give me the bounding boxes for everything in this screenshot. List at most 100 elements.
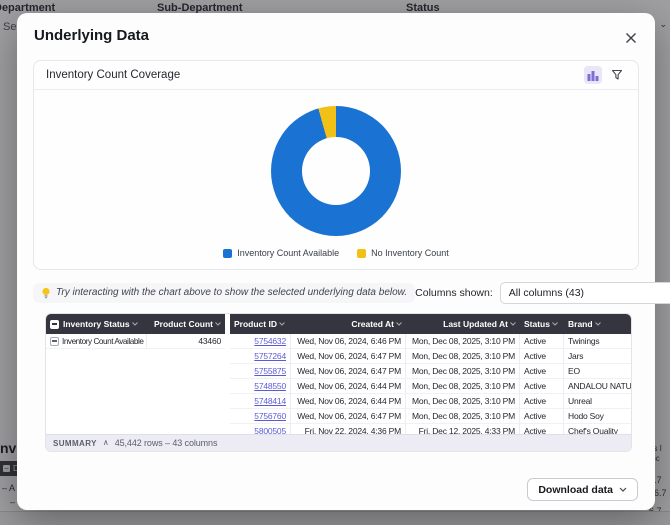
chevron-down-icon	[215, 322, 221, 326]
cell-created-at: Wed, Nov 06, 2024, 6:47 PM	[291, 409, 406, 424]
cell-last-updated-at: Mon, Dec 08, 2025, 3:10 PM	[406, 394, 520, 409]
cell-last-updated-at: Mon, Dec 08, 2025, 3:10 PM	[406, 349, 520, 364]
legend-item-no-count[interactable]: No Inventory Count	[357, 248, 449, 258]
cell-brand: Jars	[564, 349, 631, 364]
chevron-up-icon: ∧	[102, 438, 109, 447]
chart-card-header: Inventory Count Coverage	[34, 61, 638, 90]
columns-dropdown-value: All columns (43)	[508, 286, 585, 299]
table-row: 5756760 Wed, Nov 06, 2024, 6:47 PM Mon, …	[46, 409, 631, 424]
chevron-down-icon	[279, 322, 285, 326]
table-row: 5748414 Wed, Nov 06, 2024, 6:44 PM Mon, …	[46, 394, 631, 409]
cell-status: Active	[520, 409, 564, 424]
cell-last-updated-at: Mon, Dec 08, 2025, 3:10 PM	[406, 334, 520, 349]
table-body: Inventory Count Available 43460 5754632 …	[46, 334, 631, 434]
legend-item-available[interactable]: Inventory Count Available	[223, 248, 339, 258]
column-header-inventory-status[interactable]: Inventory Status	[46, 314, 147, 334]
cell-brand: ANDALOU NATUR	[564, 379, 631, 394]
legend-swatch-blue	[223, 248, 233, 258]
group-cell-product-count: 43460	[147, 334, 225, 349]
legend-label: No Inventory Count	[371, 248, 449, 258]
column-header-brand[interactable]: Brand	[564, 314, 631, 334]
column-header-product-count[interactable]: Product Count	[147, 314, 225, 334]
collapse-group-icon[interactable]	[50, 336, 59, 346]
product-id-link[interactable]: 5800505	[254, 426, 286, 434]
cell-last-updated-at: Fri, Dec 12, 2025, 4:33 PM	[406, 424, 520, 434]
frozen-pane-divider	[225, 334, 230, 349]
cell-created-at: Wed, Nov 06, 2024, 6:46 PM	[291, 334, 406, 349]
filter-icon[interactable]	[608, 66, 626, 84]
summary-text: 45,442 rows – 43 columns	[114, 438, 218, 448]
chart-card: Inventory Count Coverage Inventory Count…	[33, 60, 639, 270]
column-header-product-id[interactable]: Product ID	[230, 314, 291, 334]
data-table: Inventory Status Product Count Product I…	[45, 313, 632, 452]
columns-shown-label: Columns shown:	[415, 286, 493, 299]
cell-status: Active	[520, 394, 564, 409]
chart-legend: Inventory Count Available No Inventory C…	[34, 248, 638, 258]
cell-brand: EO	[564, 364, 631, 379]
summary-bar[interactable]: SUMMARY ∧ 45,442 rows – 43 columns	[46, 434, 631, 451]
donut-chart[interactable]	[271, 106, 401, 236]
cell-last-updated-at: Mon, Dec 08, 2025, 3:10 PM	[406, 409, 520, 424]
cell-status: Active	[520, 349, 564, 364]
table-row: 5755875 Wed, Nov 06, 2024, 6:47 PM Mon, …	[46, 364, 631, 379]
bg-column-header-sub-department: Sub-Department	[157, 2, 243, 14]
card-title: Inventory Count Coverage	[46, 69, 181, 81]
bar-chart-icon[interactable]	[584, 66, 602, 84]
cell-created-at: Wed, Nov 06, 2024, 6:47 PM	[291, 364, 406, 379]
table-row: 5748550 Wed, Nov 06, 2024, 6:44 PM Mon, …	[46, 379, 631, 394]
cell-created-at: Wed, Nov 06, 2024, 6:44 PM	[291, 379, 406, 394]
bg-column-header-status: Status	[406, 2, 440, 14]
donut-chart-zone: Inventory Count Available No Inventory C…	[34, 90, 638, 268]
summary-label: SUMMARY	[53, 438, 97, 448]
table-row: 5757264 Wed, Nov 06, 2024, 6:47 PM Mon, …	[46, 349, 631, 364]
chevron-down-icon	[131, 322, 138, 326]
column-header-last-updated-at[interactable]: Last Updated At	[406, 314, 520, 334]
bg-table-strip	[0, 511, 670, 525]
cell-brand: Twinings	[564, 334, 631, 349]
modal-title: Underlying Data	[34, 27, 150, 44]
tip-row: Try interacting with the chart above to …	[33, 280, 670, 305]
tip-banner: Try interacting with the chart above to …	[33, 282, 416, 303]
chevron-down-icon	[552, 322, 558, 326]
product-id-link[interactable]: 5748414	[254, 396, 286, 406]
chevron-down-icon	[594, 322, 601, 326]
frozen-pane-divider	[225, 314, 230, 334]
cell-status: Active	[520, 334, 564, 349]
bg-row-fragment-2: –	[10, 497, 16, 507]
product-id-link[interactable]: 5757264	[254, 351, 286, 361]
cell-brand: Chef's Quality	[564, 424, 631, 434]
download-data-button[interactable]: Download data	[527, 478, 638, 501]
bg-right-fragment: 96.7	[649, 488, 667, 498]
cell-created-at: Fri, Nov 22, 2024, 4:36 PM	[291, 424, 406, 434]
bg-right-fragment: ds I	[649, 444, 662, 453]
cell-last-updated-at: Mon, Dec 08, 2025, 3:10 PM	[406, 364, 520, 379]
product-id-link[interactable]: 5755875	[254, 366, 286, 376]
tip-text: Try interacting with the chart above to …	[56, 287, 408, 298]
cell-created-at: Wed, Nov 06, 2024, 6:47 PM	[291, 349, 406, 364]
product-id-link[interactable]: 5748550	[254, 381, 286, 391]
column-header-created-at[interactable]: Created At	[291, 314, 406, 334]
columns-dropdown[interactable]: All columns (43)	[499, 281, 670, 304]
chevron-down-icon	[510, 322, 516, 326]
chevron-down-icon	[619, 487, 627, 492]
chevron-down-icon	[396, 322, 402, 326]
underlying-data-modal: Underlying Data Inventory Count Coverage	[17, 13, 670, 510]
bg-right-fragment: 6.7	[649, 475, 662, 485]
close-icon[interactable]	[622, 29, 640, 47]
cell-brand: Unreal	[564, 394, 631, 409]
cell-brand: Hodo Soy	[564, 409, 631, 424]
table-row: Inventory Count Available 43460 5754632 …	[46, 334, 631, 349]
cell-created-at: Wed, Nov 06, 2024, 6:44 PM	[291, 394, 406, 409]
column-header-status[interactable]: Status	[520, 314, 564, 334]
cell-status: Active	[520, 379, 564, 394]
columns-shown-group: Columns shown: All columns (43)	[415, 281, 670, 304]
lightbulb-icon	[42, 287, 50, 298]
group-cell-inventory-status: Inventory Count Available	[46, 334, 147, 349]
product-id-link[interactable]: 5756760	[254, 411, 286, 421]
cell-last-updated-at: Mon, Dec 08, 2025, 3:10 PM	[406, 379, 520, 394]
collapse-all-icon[interactable]	[50, 319, 59, 329]
product-id-link[interactable]: 5754632	[254, 336, 286, 346]
bg-column-header-department: Department	[0, 2, 56, 14]
cell-status: Active	[520, 364, 564, 379]
